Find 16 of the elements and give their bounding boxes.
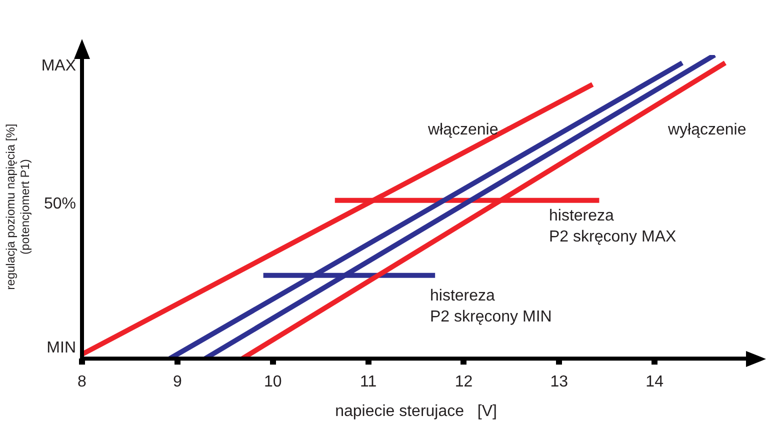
x-tick-label: 9: [172, 374, 182, 391]
x-tick-label: 10: [264, 374, 282, 391]
x-axis-title: napiecie sterujace [V]: [335, 402, 497, 420]
x-tick-label: 14: [646, 374, 664, 391]
annotation: włączenie: [427, 121, 498, 138]
x-tick-label: 8: [78, 374, 87, 391]
text: MIN: [46, 339, 76, 356]
annotation: histereza P2 skręcony MAX: [549, 207, 676, 246]
x-tick-label: 12: [454, 374, 473, 391]
text: MAX: [41, 57, 76, 74]
x-tick-label: 13: [550, 374, 568, 391]
annotation: wyłączenie: [667, 121, 746, 138]
y-axis-title: regulacja poziomu napięcia [%] (potencjomert P1): [4, 124, 32, 290]
annotation: histereza P2 skręcony MIN: [430, 287, 552, 326]
text: 50%: [44, 195, 76, 212]
x-tick-label: 11: [360, 374, 377, 391]
